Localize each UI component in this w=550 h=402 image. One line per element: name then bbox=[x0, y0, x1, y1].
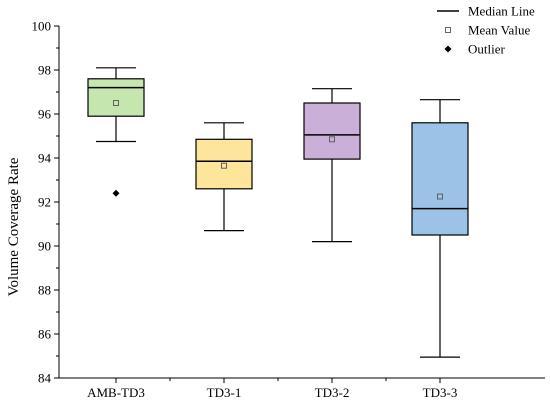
x-tick-label: TD3-1 bbox=[207, 385, 242, 400]
x-tick-label: TD3-3 bbox=[423, 385, 458, 400]
y-tick-label: 100 bbox=[32, 19, 52, 34]
y-tick-label: 98 bbox=[38, 63, 51, 78]
y-tick-label: 88 bbox=[38, 283, 51, 298]
box-group bbox=[87, 67, 145, 197]
legend-label: Median Line bbox=[468, 4, 535, 19]
x-tick-label: AMB-TD3 bbox=[87, 385, 145, 400]
legend-item: Outlier bbox=[444, 42, 505, 57]
mean-marker bbox=[113, 100, 119, 106]
box-group bbox=[195, 122, 253, 232]
y-tick-label: 92 bbox=[38, 195, 51, 210]
y-tick-label: 94 bbox=[38, 151, 52, 166]
box-iqr bbox=[195, 138, 253, 190]
mean-marker bbox=[221, 162, 227, 169]
legend-label: Outlier bbox=[468, 42, 505, 57]
y-tick-label: 86 bbox=[38, 327, 52, 342]
y-tick-label: 84 bbox=[38, 371, 52, 386]
legend-item: Mean Value bbox=[445, 23, 530, 38]
legend-outlier-symbol bbox=[444, 45, 452, 53]
box-iqr bbox=[303, 102, 361, 160]
y-tick-label: 96 bbox=[38, 107, 52, 122]
y-axis-title: Volume Coverage Rate bbox=[6, 157, 22, 296]
axes: 84 86 88 90 92 94 96 98 100 AMB-TD3 TD3-1 TD3-2 TD3-… bbox=[32, 19, 545, 400]
legend: Median Line Mean Value Outlier bbox=[437, 4, 535, 57]
mean-marker bbox=[329, 136, 335, 143]
mean-marker bbox=[437, 193, 443, 200]
box-group bbox=[303, 88, 361, 243]
legend-label: Mean Value bbox=[468, 23, 530, 38]
box-iqr bbox=[87, 78, 145, 117]
box-group bbox=[411, 99, 469, 358]
legend-item: Median Line bbox=[437, 4, 535, 19]
legend-mean-symbol bbox=[445, 27, 451, 33]
boxes bbox=[87, 67, 469, 358]
y-tick-label: 90 bbox=[38, 239, 51, 254]
box-iqr bbox=[411, 122, 469, 236]
x-tick-label: TD3-2 bbox=[315, 385, 350, 400]
outlier-marker bbox=[112, 189, 120, 197]
